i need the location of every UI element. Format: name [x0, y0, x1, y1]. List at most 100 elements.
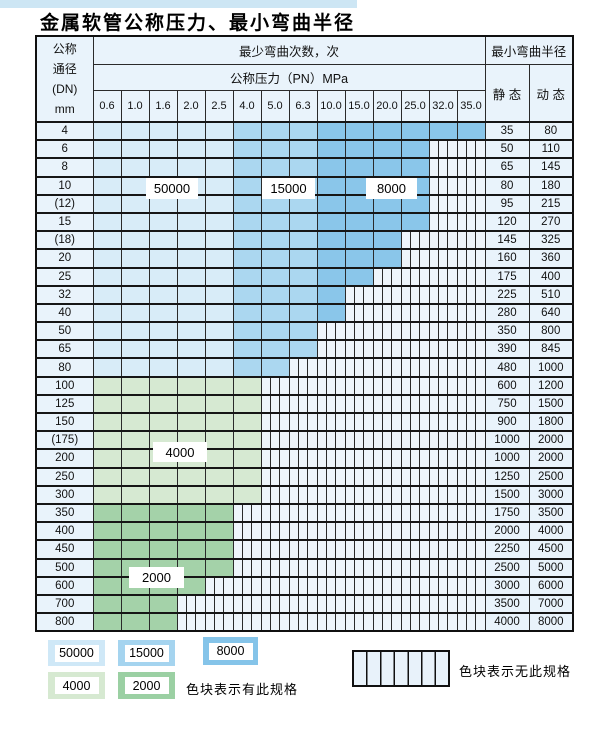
pn-spec-cell	[316, 248, 346, 269]
pn-nospec-cell	[456, 575, 486, 596]
table-row: 32 225 510	[35, 284, 574, 305]
pn-nospec-cell	[372, 484, 402, 505]
pn-nospec-cell	[372, 357, 402, 378]
pn-nospec-cell	[428, 411, 458, 432]
pn-nospec-cell	[372, 521, 402, 541]
pn-nospec-cell	[232, 539, 262, 560]
pn-nospec-cell	[400, 230, 430, 250]
pn-nospec-cell	[456, 302, 486, 323]
pn-nospec-cell	[428, 230, 458, 250]
pn-nospec-cell	[372, 321, 402, 341]
pn-nospec-cell	[400, 466, 430, 487]
pn-spec-cell	[316, 302, 346, 323]
table-row: 20 160 360	[35, 248, 574, 269]
legend-swatch-8000: 8000	[203, 637, 258, 665]
pn-nospec-cell	[456, 502, 486, 523]
dynamic-radius-cell: 145	[528, 157, 574, 178]
pn-spec-cell	[120, 593, 150, 614]
pn-spec-cell	[204, 248, 234, 269]
static-radius-cell: 225	[484, 284, 530, 305]
header-dn-line: (DN)	[52, 82, 78, 96]
static-radius-cell: 350	[484, 321, 530, 341]
pn-spec-cell	[260, 357, 290, 378]
pn-spec-cell	[176, 539, 206, 560]
pn-nospec-cell	[288, 539, 318, 560]
pn-nospec-cell	[260, 502, 290, 523]
pn-spec-cell	[176, 230, 206, 250]
pn-nospec-cell	[428, 139, 458, 159]
table-row: 8 65 145	[35, 157, 574, 178]
dynamic-radius-cell: 1500	[528, 393, 574, 414]
pn-spec-cell	[428, 120, 458, 141]
pn-nospec-cell	[344, 430, 374, 450]
dynamic-radius-cell: 270	[528, 211, 574, 232]
pn-nospec-cell	[428, 593, 458, 614]
pn-spec-cell	[148, 593, 178, 614]
dynamic-radius-cell: 1200	[528, 375, 574, 396]
pn-nospec-cell	[260, 430, 290, 450]
table-row: 50 350 800	[35, 321, 574, 341]
legend-no-spec-text: 色块表示无此规格	[459, 664, 572, 679]
pn-spec-cell	[232, 393, 262, 414]
pn-nospec-cell	[456, 230, 486, 250]
pn-nospec-cell	[400, 502, 430, 523]
dynamic-radius-cell: 80	[528, 120, 574, 141]
pn-spec-cell	[92, 302, 122, 323]
pn-nospec-cell	[316, 339, 346, 359]
pn-nospec-cell	[344, 284, 374, 305]
pn-spec-cell	[372, 139, 402, 159]
pn-spec-cell	[400, 120, 430, 141]
dynamic-radius-cell: 800	[528, 321, 574, 341]
pn-nospec-cell	[316, 612, 346, 632]
pn-spec-cell	[316, 157, 346, 178]
pn-spec-cell	[148, 339, 178, 359]
pn-spec-cell	[148, 230, 178, 250]
pn-nospec-cell	[316, 430, 346, 450]
pn-spec-cell	[288, 248, 318, 269]
pn-nospec-cell	[372, 430, 402, 450]
pn-nospec-cell	[316, 375, 346, 396]
table-row: (18) 145 325	[35, 230, 574, 250]
table-row: (175) 1000 2000	[35, 430, 574, 450]
pn-spec-cell	[148, 157, 178, 178]
pressure-tick: 2.5	[204, 90, 234, 123]
pn-nospec-cell	[456, 157, 486, 178]
static-radius-cell: 50	[484, 139, 530, 159]
pn-nospec-cell	[316, 357, 346, 378]
pressure-tick: 1.6	[148, 90, 178, 123]
pn-nospec-cell	[316, 557, 346, 578]
dn-cell: 350	[35, 502, 94, 523]
pn-spec-cell	[148, 484, 178, 505]
pn-spec-cell	[176, 248, 206, 269]
pn-spec-cell	[204, 193, 234, 214]
pn-spec-cell	[400, 139, 430, 159]
pn-spec-cell	[204, 357, 234, 378]
pn-spec-cell	[120, 466, 150, 487]
legend-swatch-8000-label: 8000	[208, 642, 253, 660]
pn-nospec-cell	[260, 448, 290, 469]
static-radius-cell: 95	[484, 193, 530, 214]
dn-cell: 8	[35, 157, 94, 178]
dn-cell: 10	[35, 175, 94, 196]
pn-spec-cell	[120, 302, 150, 323]
pn-spec-cell	[92, 139, 122, 159]
header-static: 静 态	[484, 64, 530, 123]
pn-nospec-cell	[400, 448, 430, 469]
pn-nospec-cell	[344, 375, 374, 396]
pn-spec-cell	[92, 484, 122, 505]
pn-nospec-cell	[400, 484, 430, 505]
pn-nospec-cell	[428, 502, 458, 523]
dynamic-radius-cell: 180	[528, 175, 574, 196]
pn-nospec-cell	[456, 411, 486, 432]
pn-spec-cell	[232, 193, 262, 214]
pn-spec-cell	[260, 248, 290, 269]
pn-nospec-cell	[456, 375, 486, 396]
pn-spec-cell	[92, 357, 122, 378]
pn-spec-cell	[148, 302, 178, 323]
pn-nospec-cell	[260, 411, 290, 432]
pn-nospec-cell	[456, 357, 486, 378]
pn-nospec-cell	[316, 502, 346, 523]
dn-cell: 250	[35, 466, 94, 487]
pn-nospec-cell	[372, 411, 402, 432]
pn-spec-cell	[260, 266, 290, 287]
